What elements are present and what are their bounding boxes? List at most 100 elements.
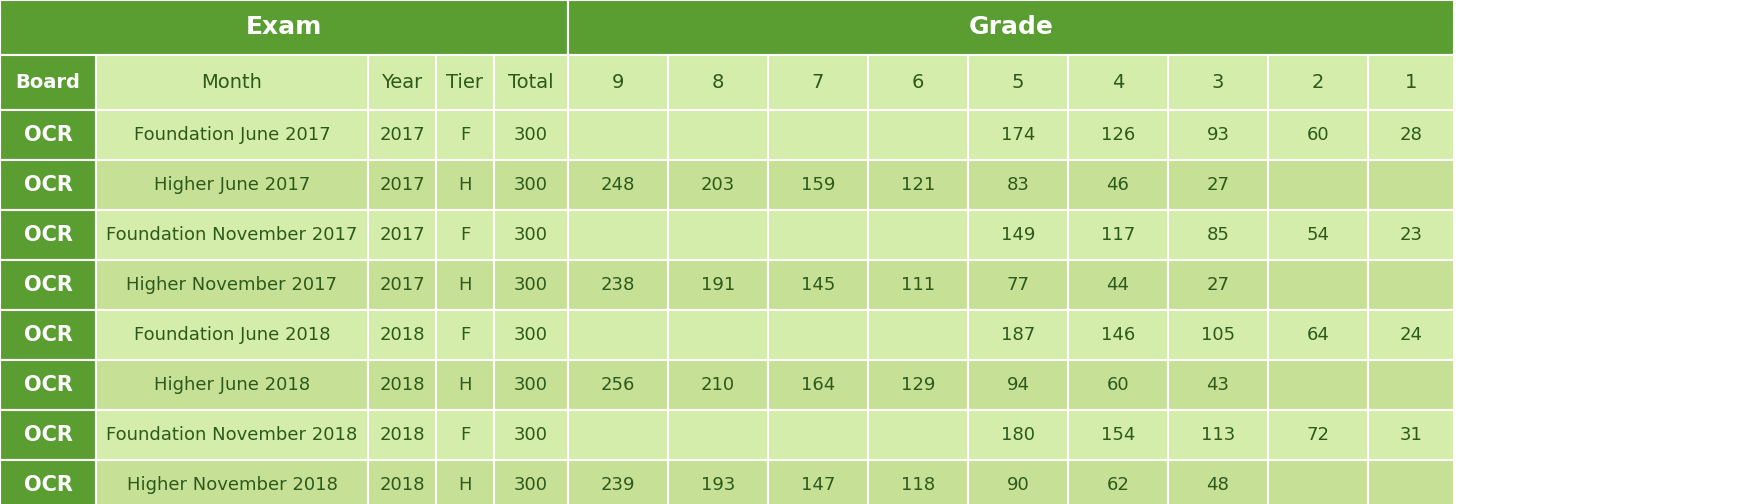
Text: F: F bbox=[460, 226, 470, 244]
Text: 210: 210 bbox=[700, 376, 735, 394]
Text: 193: 193 bbox=[700, 476, 735, 494]
Text: 23: 23 bbox=[1399, 226, 1422, 244]
Bar bbox=[1367, 260, 1453, 310]
Text: 300: 300 bbox=[514, 126, 548, 144]
Bar bbox=[97, 310, 369, 360]
Bar bbox=[967, 360, 1067, 410]
Bar bbox=[1167, 55, 1267, 110]
Text: 2017: 2017 bbox=[379, 176, 425, 194]
Bar bbox=[567, 210, 667, 260]
Bar bbox=[0, 0, 567, 55]
Text: 129: 129 bbox=[900, 376, 935, 394]
Text: 300: 300 bbox=[514, 476, 548, 494]
Text: F: F bbox=[460, 426, 470, 444]
Text: OCR: OCR bbox=[23, 175, 72, 195]
Bar bbox=[667, 310, 767, 360]
Bar bbox=[1367, 160, 1453, 210]
Text: 8: 8 bbox=[711, 73, 723, 92]
Text: OCR: OCR bbox=[23, 275, 72, 295]
Bar bbox=[567, 310, 667, 360]
Text: Foundation June 2017: Foundation June 2017 bbox=[133, 126, 330, 144]
Bar bbox=[1267, 310, 1367, 360]
Text: 31: 31 bbox=[1399, 426, 1422, 444]
Text: Month: Month bbox=[202, 73, 261, 92]
Text: H: H bbox=[458, 476, 472, 494]
Text: 2018: 2018 bbox=[379, 426, 425, 444]
Text: 93: 93 bbox=[1206, 126, 1228, 144]
Bar bbox=[767, 55, 867, 110]
Bar bbox=[1067, 260, 1167, 310]
Bar bbox=[1267, 55, 1367, 110]
Text: 5: 5 bbox=[1011, 73, 1023, 92]
Text: 3: 3 bbox=[1211, 73, 1223, 92]
Bar bbox=[369, 210, 435, 260]
Bar bbox=[435, 360, 493, 410]
Bar bbox=[1267, 210, 1367, 260]
Text: 9: 9 bbox=[611, 73, 623, 92]
Text: 149: 149 bbox=[1000, 226, 1035, 244]
Bar bbox=[767, 260, 867, 310]
Text: H: H bbox=[458, 176, 472, 194]
Text: Year: Year bbox=[381, 73, 423, 92]
Bar bbox=[0, 260, 97, 310]
Text: 121: 121 bbox=[900, 176, 935, 194]
Bar bbox=[369, 410, 435, 460]
Text: F: F bbox=[460, 326, 470, 344]
Bar bbox=[1067, 310, 1167, 360]
Bar bbox=[767, 210, 867, 260]
Bar bbox=[0, 110, 97, 160]
Bar bbox=[97, 160, 369, 210]
Bar bbox=[369, 310, 435, 360]
Text: Foundation November 2018: Foundation November 2018 bbox=[107, 426, 358, 444]
Text: 27: 27 bbox=[1206, 276, 1228, 294]
Bar bbox=[567, 260, 667, 310]
Bar bbox=[667, 110, 767, 160]
Text: 2: 2 bbox=[1311, 73, 1323, 92]
Text: 4: 4 bbox=[1111, 73, 1123, 92]
Bar bbox=[97, 460, 369, 504]
Text: OCR: OCR bbox=[23, 375, 72, 395]
Text: 7: 7 bbox=[811, 73, 823, 92]
Text: 300: 300 bbox=[514, 176, 548, 194]
Text: 27: 27 bbox=[1206, 176, 1228, 194]
Bar bbox=[1267, 160, 1367, 210]
Text: 146: 146 bbox=[1100, 326, 1134, 344]
Bar bbox=[493, 260, 567, 310]
Text: 2017: 2017 bbox=[379, 126, 425, 144]
Bar bbox=[1267, 260, 1367, 310]
Bar bbox=[0, 360, 97, 410]
Text: 191: 191 bbox=[700, 276, 735, 294]
Text: Higher June 2018: Higher June 2018 bbox=[154, 376, 311, 394]
Text: 54: 54 bbox=[1306, 226, 1329, 244]
Text: 1: 1 bbox=[1404, 73, 1416, 92]
Text: 44: 44 bbox=[1106, 276, 1128, 294]
Text: OCR: OCR bbox=[23, 425, 72, 445]
Bar bbox=[567, 110, 667, 160]
Bar bbox=[1167, 210, 1267, 260]
Bar bbox=[369, 360, 435, 410]
Bar bbox=[1267, 410, 1367, 460]
Bar bbox=[493, 160, 567, 210]
Bar bbox=[767, 310, 867, 360]
Bar bbox=[1367, 310, 1453, 360]
Text: 300: 300 bbox=[514, 426, 548, 444]
Text: Total: Total bbox=[507, 73, 553, 92]
Text: 203: 203 bbox=[700, 176, 735, 194]
Bar bbox=[493, 110, 567, 160]
Text: 113: 113 bbox=[1200, 426, 1234, 444]
Bar bbox=[435, 110, 493, 160]
Bar bbox=[667, 460, 767, 504]
Text: OCR: OCR bbox=[23, 125, 72, 145]
Text: 90: 90 bbox=[1006, 476, 1028, 494]
Bar bbox=[967, 460, 1067, 504]
Bar bbox=[967, 310, 1067, 360]
Text: 28: 28 bbox=[1399, 126, 1422, 144]
Text: 300: 300 bbox=[514, 326, 548, 344]
Bar bbox=[1067, 460, 1167, 504]
Text: 300: 300 bbox=[514, 276, 548, 294]
Bar bbox=[435, 160, 493, 210]
Text: Tier: Tier bbox=[446, 73, 483, 92]
Text: 2018: 2018 bbox=[379, 376, 425, 394]
Text: 118: 118 bbox=[900, 476, 934, 494]
Bar bbox=[567, 55, 667, 110]
